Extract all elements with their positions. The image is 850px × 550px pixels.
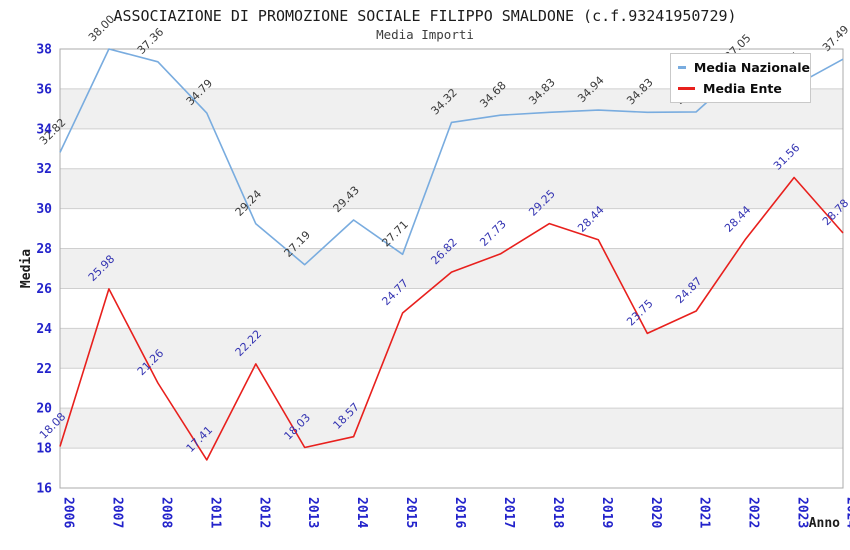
x-tick-label: 2018: [550, 497, 565, 528]
y-tick-label: 36: [36, 82, 52, 97]
y-tick-label: 32: [36, 162, 52, 177]
series-line-media-ente: [59, 176, 844, 461]
x-tick-label: 2011: [207, 497, 222, 528]
point-label: 23.75: [624, 297, 655, 328]
x-tick-label: 2019: [599, 497, 614, 528]
y-axis-title: Media: [19, 249, 34, 288]
x-tick-label: 2021: [697, 497, 712, 528]
x-tick-label: 2014: [354, 497, 369, 528]
x-tick-label: 2015: [403, 497, 418, 528]
grid-band: [60, 248, 843, 289]
x-tick-label: 2017: [501, 497, 516, 528]
point-label: 38.00: [86, 13, 117, 44]
x-tick-label: 2020: [648, 497, 663, 528]
legend-item-media-ente: Media Ente: [678, 81, 810, 96]
legend: Media Nazionale Media Ente: [670, 53, 811, 103]
x-tick-label: 2006: [61, 497, 76, 528]
y-tick-label: 18: [36, 442, 52, 457]
legend-label-media-nazionale: Media Nazionale: [693, 60, 810, 75]
legend-label-media-ente: Media Ente: [703, 81, 782, 96]
x-tick-label: 2024: [844, 497, 850, 528]
y-tick-label: 28: [36, 242, 52, 257]
point-label: 27.73: [477, 218, 508, 249]
x-tick-label: 2013: [305, 497, 320, 528]
x-tick-label: 2022: [746, 497, 761, 528]
chart-title: ASSOCIAZIONE DI PROMOZIONE SOCIALE FILIP…: [113, 7, 737, 25]
y-tick-label: 24: [36, 322, 52, 337]
legend-item-media-nazionale: Media Nazionale: [678, 60, 810, 75]
x-axis-title: Anno: [809, 516, 840, 531]
grid-band: [60, 168, 843, 209]
x-tick-label: 2012: [256, 497, 271, 528]
media-nazionale-line-swatch-icon: [678, 66, 686, 69]
point-label: 37.36: [135, 25, 166, 56]
point-label: 37.49: [820, 23, 850, 54]
x-tick-label: 2008: [158, 497, 173, 528]
y-tick-label: 38: [36, 43, 52, 58]
y-tick-label: 34: [36, 122, 52, 137]
point-label: 31.56: [771, 141, 802, 172]
media-ente-line-swatch-icon: [678, 87, 695, 90]
y-tick-label: 22: [36, 362, 52, 377]
y-tick-label: 16: [36, 482, 52, 497]
chart-subtitle: Media Importi: [376, 27, 474, 42]
x-tick-label: 2007: [109, 497, 124, 528]
plot-border: [59, 48, 844, 489]
y-tick-label: 20: [36, 402, 52, 417]
x-tick-label: 2016: [452, 497, 467, 528]
y-tick-label: 26: [36, 282, 52, 297]
x-tick-label: 2023: [795, 497, 810, 528]
grid-band: [60, 328, 843, 369]
grid-band: [60, 408, 843, 449]
y-tick-label: 30: [36, 202, 52, 217]
